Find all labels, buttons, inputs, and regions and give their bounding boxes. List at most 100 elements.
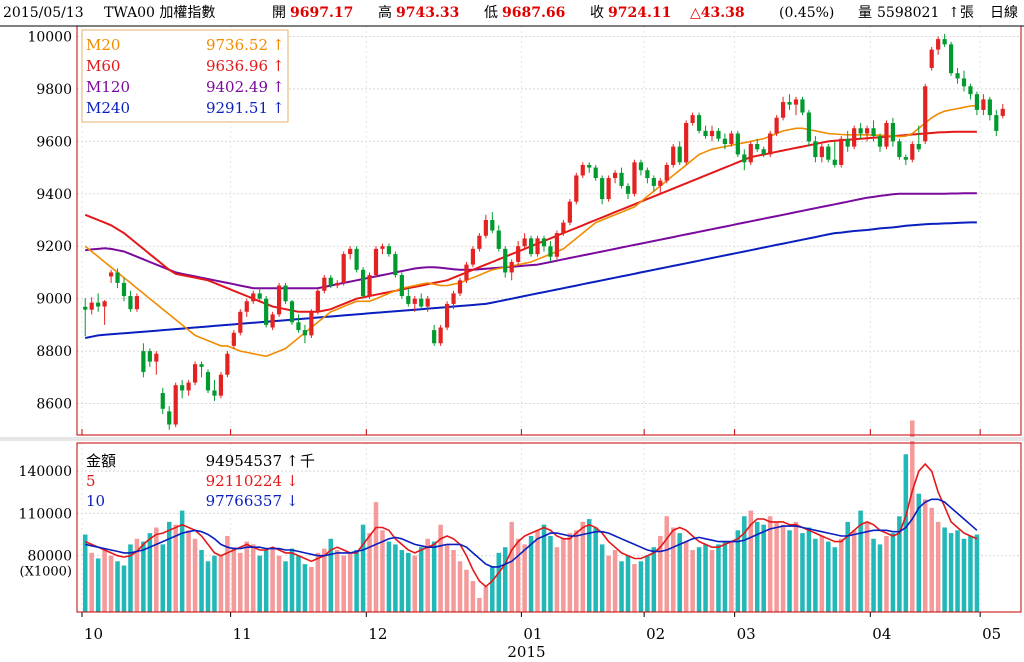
candle-up [509, 261, 514, 273]
amount-bar [302, 564, 308, 612]
amount-bar [134, 538, 140, 612]
candle-down [393, 254, 398, 276]
ma20-line [84, 104, 977, 358]
amount-bar [922, 499, 928, 612]
high-label: 高 [378, 5, 392, 21]
candle-down [968, 86, 973, 95]
candle-up [709, 130, 715, 137]
candle-down [128, 296, 133, 310]
amount-bar [709, 550, 715, 612]
amount-bar [186, 530, 191, 612]
price-legend-value: 9402.49 [206, 78, 268, 96]
time-tick-label: 11 [233, 625, 252, 643]
amount-bar [199, 550, 204, 612]
candle-down [651, 178, 656, 186]
amount-bar [205, 561, 211, 612]
symbol-name: TWA00 加權指數 [104, 5, 216, 21]
candle-up [580, 164, 585, 176]
amount-bar [580, 521, 586, 612]
candle-up [671, 146, 676, 165]
candle-up [690, 115, 695, 124]
volume-value: 5598021 [877, 5, 940, 21]
amount-bar [735, 530, 741, 612]
amount-bar [328, 538, 334, 612]
candle-down [160, 393, 165, 409]
amount-bar [593, 527, 598, 612]
price-legend-value: 9291.51 [206, 99, 268, 117]
candle-down [696, 115, 702, 131]
candle-down [283, 285, 288, 302]
price-tick-label: 9000 [36, 292, 72, 308]
candle-down [302, 330, 308, 336]
amount-legend-arrow: ↓ [286, 472, 299, 490]
ma240-line [85, 221, 977, 339]
amount-legend-unit: 千 [300, 452, 315, 470]
volume-label: 量 [858, 5, 872, 21]
candle-down [845, 138, 850, 147]
amount-bar [554, 547, 560, 612]
amount-bar [166, 521, 172, 612]
amount-bar [806, 527, 812, 612]
candle-up [768, 133, 773, 155]
price-legend-name: M20 [86, 36, 120, 54]
amount-bar [464, 569, 469, 612]
amount-legend-value: 94954537 [206, 452, 282, 470]
amount-bar [910, 420, 915, 612]
candle-up [567, 201, 572, 223]
amount-bar [257, 555, 262, 612]
amount-bar [141, 541, 146, 612]
amount-unit-label: (X1000) [20, 565, 72, 580]
axis-labels: 10000 9800 9600 9400 9200 9000 8800 8600 140000 1… [19, 29, 1002, 661]
amount-bar [483, 586, 489, 612]
high-value: 9743.33 [396, 5, 460, 21]
candle-down [205, 372, 211, 391]
candle-up [373, 248, 379, 276]
candle-up [251, 293, 256, 302]
amount-bar [276, 555, 282, 612]
price-tick-label: 8800 [36, 344, 72, 360]
amount-ma5-line [84, 462, 978, 588]
candle-up [192, 364, 198, 383]
candle-up [535, 238, 540, 255]
candle-up [238, 311, 243, 333]
panel-divider [0, 437, 1024, 441]
candle-down [755, 143, 760, 150]
candle-up [819, 146, 824, 158]
amount-bar [173, 524, 178, 612]
candle-down [296, 322, 301, 331]
candle-down [257, 293, 262, 299]
amount-bar [431, 541, 437, 612]
amount-bar [742, 516, 747, 612]
candle-up [684, 123, 689, 163]
candle-up [632, 162, 637, 194]
candle-down [600, 178, 605, 200]
amount-bar [457, 561, 463, 612]
period-label: 日線 [990, 5, 1018, 21]
candle-up [276, 285, 282, 315]
candle-down [703, 130, 708, 137]
amount-bar [418, 547, 424, 612]
amount-bar [347, 552, 353, 612]
candle-up [516, 246, 521, 262]
time-tick-label: 01 [523, 625, 542, 643]
amount-bars [82, 420, 980, 612]
amount-bar [218, 555, 224, 612]
amount-bar [367, 533, 372, 612]
close-value: 9724.11 [608, 5, 672, 21]
amount-bar [722, 541, 728, 612]
amount-bar [903, 454, 909, 612]
amount-bar [651, 547, 657, 612]
candle-down [264, 298, 269, 325]
candle-up [335, 282, 340, 286]
amount-bar [354, 550, 359, 612]
candle-down [987, 99, 992, 116]
amount-bar [341, 555, 346, 612]
time-tick-label: 05 [982, 625, 1001, 643]
amount-bar [974, 534, 980, 612]
amount-bar [360, 524, 366, 612]
amount-bar [263, 550, 269, 612]
candle-down [406, 296, 411, 304]
candle-up [774, 117, 779, 134]
amount-bar [942, 527, 947, 612]
